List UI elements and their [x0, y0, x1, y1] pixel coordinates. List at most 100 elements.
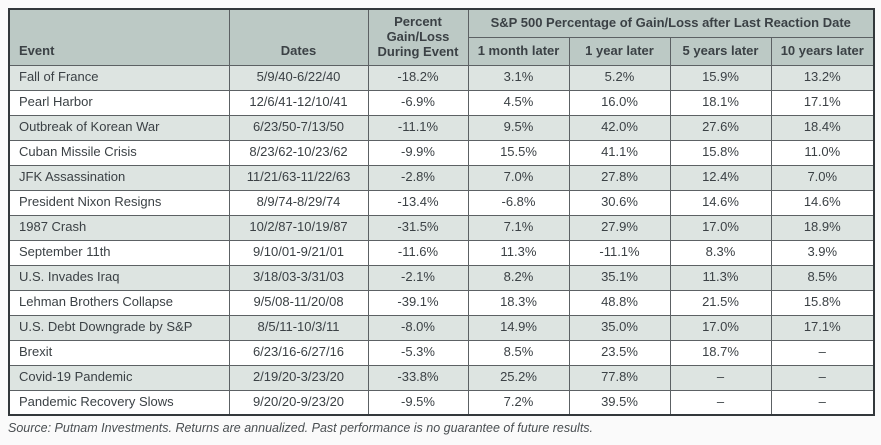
dates-cell: 8/23/62-10/23/62 [228, 139, 369, 166]
one-year-later-cell: 16.0% [568, 89, 671, 116]
one-month-later-cell: 8.5% [467, 339, 570, 366]
event-cell: Cuban Missile Crisis [8, 139, 230, 166]
one-year-later-cell: 5.2% [568, 64, 671, 91]
col-header-10-years-later: 10 years later [770, 36, 875, 66]
ten-years-later-cell: – [770, 339, 875, 366]
table-row: JFK Assassination 11/21/63-11/22/63 -2.8… [8, 164, 875, 191]
percent-during-cell: -31.5% [367, 214, 469, 241]
sp500-reaction-table: Event Dates Percent Gain/Loss During Eve… [8, 8, 876, 416]
percent-during-cell: -5.3% [367, 339, 469, 366]
ten-years-later-cell: 18.9% [770, 214, 875, 241]
percent-during-cell: -6.9% [367, 89, 469, 116]
dates-cell: 6/23/50-7/13/50 [228, 114, 369, 141]
ten-years-later-cell: 8.5% [770, 264, 875, 291]
table-row: Pandemic Recovery Slows 9/20/20-9/23/20 … [8, 389, 875, 416]
one-year-later-cell: 27.8% [568, 164, 671, 191]
ten-years-later-cell: 7.0% [770, 164, 875, 191]
one-month-later-cell: 7.1% [467, 214, 570, 241]
ten-years-later-cell: – [770, 389, 875, 416]
col-header-event: Event [8, 8, 230, 66]
five-years-later-cell: 15.8% [669, 139, 772, 166]
dates-cell: 9/20/20-9/23/20 [228, 389, 369, 416]
five-years-later-cell: 18.7% [669, 339, 772, 366]
one-month-later-cell: 15.5% [467, 139, 570, 166]
one-month-later-cell: 14.9% [467, 314, 570, 341]
event-cell: Lehman Brothers Collapse [8, 289, 230, 316]
percent-during-cell: -39.1% [367, 289, 469, 316]
one-month-later-cell: 18.3% [467, 289, 570, 316]
col-header-1-year-later: 1 year later [568, 36, 671, 66]
ten-years-later-cell: 15.8% [770, 289, 875, 316]
one-year-later-cell: 35.0% [568, 314, 671, 341]
one-month-later-cell: 3.1% [467, 64, 570, 91]
dates-cell: 2/19/20-3/23/20 [228, 364, 369, 391]
table-body: Fall of France 5/9/40-6/22/40 -18.2% 3.1… [8, 64, 875, 416]
dates-cell: 11/21/63-11/22/63 [228, 164, 369, 191]
ten-years-later-cell: 11.0% [770, 139, 875, 166]
one-year-later-cell: 30.6% [568, 189, 671, 216]
dates-cell: 10/2/87-10/19/87 [228, 214, 369, 241]
table-row: U.S. Invades Iraq 3/18/03-3/31/03 -2.1% … [8, 264, 875, 291]
event-cell: September 11th [8, 239, 230, 266]
table-row: U.S. Debt Downgrade by S&P 8/5/11-10/3/1… [8, 314, 875, 341]
one-month-later-cell: 4.5% [467, 89, 570, 116]
col-header-5-years-later: 5 years later [669, 36, 772, 66]
percent-during-cell: -2.8% [367, 164, 469, 191]
dates-cell: 9/10/01-9/21/01 [228, 239, 369, 266]
dates-cell: 3/18/03-3/31/03 [228, 264, 369, 291]
col-header-1-month-later: 1 month later [467, 36, 570, 66]
table-row: Outbreak of Korean War 6/23/50-7/13/50 -… [8, 114, 875, 141]
one-year-later-cell: 39.5% [568, 389, 671, 416]
table-header: Event Dates Percent Gain/Loss During Eve… [8, 8, 875, 66]
table-row: Cuban Missile Crisis 8/23/62-10/23/62 -9… [8, 139, 875, 166]
five-years-later-cell: 11.3% [669, 264, 772, 291]
event-cell: Pandemic Recovery Slows [8, 389, 230, 416]
ten-years-later-cell: 13.2% [770, 64, 875, 91]
percent-during-cell: -9.5% [367, 389, 469, 416]
one-year-later-cell: 77.8% [568, 364, 671, 391]
ten-years-later-cell: 14.6% [770, 189, 875, 216]
five-years-later-cell: 12.4% [669, 164, 772, 191]
table-row: Covid-19 Pandemic 2/19/20-3/23/20 -33.8%… [8, 364, 875, 391]
ten-years-later-cell: 3.9% [770, 239, 875, 266]
five-years-later-cell: – [669, 364, 772, 391]
dates-cell: 6/23/16-6/27/16 [228, 339, 369, 366]
col-header-percent-during: Percent Gain/Loss During Event [367, 8, 469, 66]
five-years-later-cell: 14.6% [669, 189, 772, 216]
event-cell: JFK Assassination [8, 164, 230, 191]
col-header-sp500-span: S&P 500 Percentage of Gain/Loss after La… [467, 8, 875, 38]
one-year-later-cell: 23.5% [568, 339, 671, 366]
one-year-later-cell: 42.0% [568, 114, 671, 141]
dates-cell: 12/6/41-12/10/41 [228, 89, 369, 116]
ten-years-later-cell: – [770, 364, 875, 391]
five-years-later-cell: – [669, 389, 772, 416]
five-years-later-cell: 21.5% [669, 289, 772, 316]
event-cell: Covid-19 Pandemic [8, 364, 230, 391]
event-cell: Pearl Harbor [8, 89, 230, 116]
col-header-dates: Dates [228, 8, 369, 66]
dates-cell: 8/9/74-8/29/74 [228, 189, 369, 216]
one-year-later-cell: -11.1% [568, 239, 671, 266]
percent-during-cell: -13.4% [367, 189, 469, 216]
percent-during-cell: -9.9% [367, 139, 469, 166]
percent-during-cell: -33.8% [367, 364, 469, 391]
five-years-later-cell: 15.9% [669, 64, 772, 91]
event-cell: U.S. Invades Iraq [8, 264, 230, 291]
table-row: Brexit 6/23/16-6/27/16 -5.3% 8.5% 23.5% … [8, 339, 875, 366]
dates-cell: 5/9/40-6/22/40 [228, 64, 369, 91]
event-cell: U.S. Debt Downgrade by S&P [8, 314, 230, 341]
table-row: President Nixon Resigns 8/9/74-8/29/74 -… [8, 189, 875, 216]
one-month-later-cell: 9.5% [467, 114, 570, 141]
event-cell: 1987 Crash [8, 214, 230, 241]
one-month-later-cell: -6.8% [467, 189, 570, 216]
one-month-later-cell: 25.2% [467, 364, 570, 391]
one-year-later-cell: 48.8% [568, 289, 671, 316]
one-month-later-cell: 7.2% [467, 389, 570, 416]
table-row: 1987 Crash 10/2/87-10/19/87 -31.5% 7.1% … [8, 214, 875, 241]
one-year-later-cell: 35.1% [568, 264, 671, 291]
percent-during-cell: -11.6% [367, 239, 469, 266]
event-cell: President Nixon Resigns [8, 189, 230, 216]
one-year-later-cell: 41.1% [568, 139, 671, 166]
table-row: Pearl Harbor 12/6/41-12/10/41 -6.9% 4.5%… [8, 89, 875, 116]
